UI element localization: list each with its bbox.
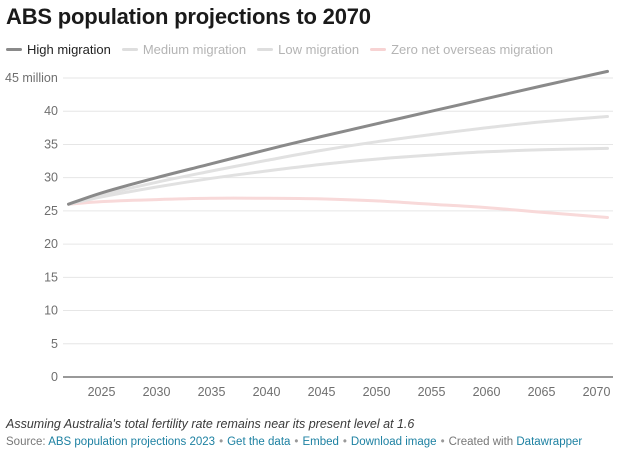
y-tick-label-45: 45 million [5,71,58,85]
legend-label-medium: Medium migration [142,42,247,57]
x-tick-label-2050: 2050 [363,385,391,399]
created-with-text: Created with [448,436,514,448]
y-tick-label-40: 40 [44,104,58,118]
x-tick-label-2055: 2055 [418,385,446,399]
legend-swatch-high [6,48,22,51]
x-tick-label-2070: 2070 [583,385,611,399]
legend-item-zero[interactable]: Zero net overseas migration [370,42,553,57]
y-tick-label-35: 35 [44,137,58,151]
chart-title: ABS population projections to 2070 [6,4,371,29]
legend-swatch-medium [121,48,138,51]
series-line-zero-net-overseas-migration [67,196,609,219]
legend: High migration Medium migration Low migr… [6,42,564,57]
y-tick-label-10: 10 [44,304,58,318]
x-tick-label-2035: 2035 [198,385,226,399]
chart-footer: Source: ABS population projections 2023 •… [6,436,582,448]
x-tick-label-2045: 2045 [308,385,336,399]
legend-item-medium[interactable]: Medium migration [121,42,247,57]
y-tick-label-30: 30 [44,171,58,185]
footer-separator: • [440,436,445,448]
legend-item-low[interactable]: Low migration [257,42,359,57]
series-line-low-migration [67,146,609,206]
legend-swatch-zero [370,48,387,51]
y-tick-label-15: 15 [44,270,58,284]
series-line-high-migration [67,69,609,206]
chart-footnote: Assuming Australia's total fertility rat… [6,417,415,431]
embed-link[interactable]: Embed [302,436,339,448]
x-tick-label-2040: 2040 [253,385,281,399]
legend-item-high[interactable]: High migration [6,42,111,57]
source-link[interactable]: ABS population projections 2023 [48,436,216,448]
x-tick-label-2025: 2025 [88,385,116,399]
x-tick-label-2060: 2060 [473,385,501,399]
legend-swatch-low [257,48,274,51]
legend-label-high: High migration [27,42,111,57]
source-prefix: Source: [6,436,46,448]
y-tick-label-5: 5 [51,337,58,351]
legend-label-zero: Zero net overseas migration [391,42,553,57]
download-image-link[interactable]: Download image [350,436,437,448]
x-tick-label-2065: 2065 [528,385,556,399]
get-data-link[interactable]: Get the data [227,436,291,448]
datawrapper-link[interactable]: Datawrapper [516,436,583,448]
series-line-medium-migration [67,115,609,206]
y-tick-label-25: 25 [44,204,58,218]
footer-separator: • [342,436,347,448]
legend-label-low: Low migration [278,42,360,57]
y-tick-label-20: 20 [44,237,58,251]
x-tick-label-2030: 2030 [143,385,171,399]
y-tick-label-0: 0 [51,370,58,384]
footer-separator: • [219,436,224,448]
footer-separator: • [294,436,299,448]
